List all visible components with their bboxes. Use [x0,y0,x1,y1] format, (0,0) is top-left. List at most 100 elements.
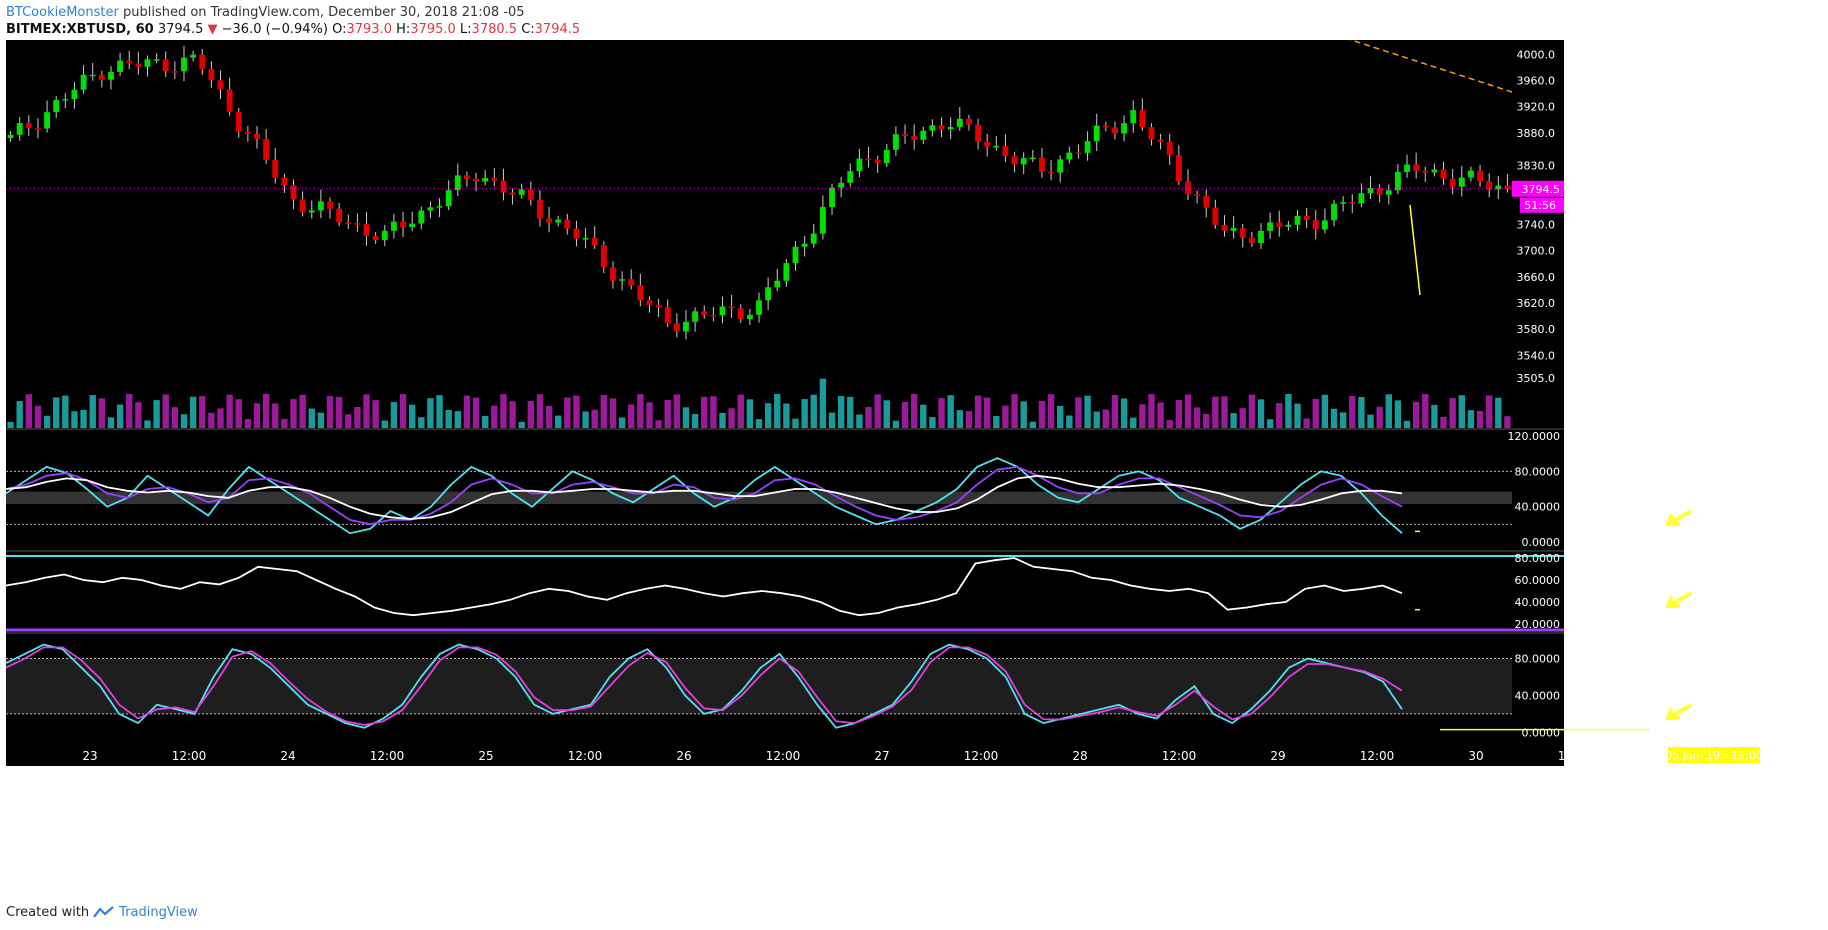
price-tick-label: 3920.0 [1517,101,1556,114]
candle-body [1066,152,1073,160]
candle-body [1185,181,1191,195]
candle-body [1385,190,1392,195]
high-label: H: [396,22,411,37]
candle-body [692,311,699,322]
volume-bar [372,400,379,428]
volume-bar [1203,413,1210,428]
volume-bar [262,394,270,428]
candle-body [728,306,735,309]
volume-bar [290,399,297,428]
volume-bar [1349,395,1356,428]
candle-body [71,89,78,99]
candle-body [35,128,41,130]
volume-bar [1130,417,1137,428]
chart-canvas[interactable]: 4000.03960.03920.03880.03830.03790.03740… [0,40,1828,902]
strength-pane-tick-label: 80.0000 [1515,552,1561,565]
volume-bar [25,394,33,428]
volume-bar [1467,410,1475,428]
yellow-arrow-icon [1666,703,1692,720]
volume-bar [135,402,142,428]
volume-bar [1440,416,1447,428]
candle-body [792,246,799,264]
candle-body [62,98,69,101]
created-with-text: Created with [6,905,90,920]
high-value: 3795.0 [410,22,456,37]
candle-body [756,300,762,315]
volume-bar [326,396,334,428]
stoch-band [6,658,1512,714]
volume-bar [1020,401,1027,428]
candle-body [582,238,589,240]
price-tick-label: 3620.0 [1517,297,1556,310]
volume-bar [1394,400,1402,428]
author-link[interactable]: BTCookieMonster [6,5,119,20]
volume-bar [1047,394,1055,428]
volume-bar [399,394,407,428]
volume-bar [1166,420,1173,428]
volume-bar [189,396,197,428]
volume-bar [1367,414,1374,428]
candle-body [254,133,260,139]
volume-bar [1084,395,1091,428]
publish-line: BTCookieMonster published on TradingView… [6,4,580,21]
candle-body [1075,152,1082,155]
volume-bar [837,396,845,428]
candle-body [975,124,981,142]
candle-body [673,323,680,332]
volume-bar [208,412,215,428]
candle-body [537,199,543,219]
volume-bar [810,394,817,428]
candle-body [929,125,936,131]
volume-bar [16,401,23,428]
candle-body [89,74,96,77]
candle-body [1212,207,1219,225]
price-tick-label: 3580.0 [1517,323,1556,336]
volume-bar [427,398,434,428]
volume-bar [901,402,909,428]
volume-bar [965,411,973,428]
candle-body [272,159,279,178]
candle-body [190,54,197,58]
strength-pane-tick-label: 60.0000 [1515,574,1561,587]
volume-bar [34,405,42,428]
oscillator-pane-tick-label: 40.0000 [1515,501,1561,514]
candle-body [1340,202,1347,204]
volume-bar [1458,395,1465,428]
candle-body [1422,170,1429,173]
volume-bar [655,420,662,428]
volume-bar [737,394,744,428]
volume-bar [491,405,498,428]
candle-body [427,207,434,211]
price-tick-label: 3540.0 [1517,349,1556,362]
candle-body [263,138,270,160]
volume-bar [1276,403,1283,428]
oscillator-pane-tick-label: 80.0000 [1515,465,1561,478]
volume-bar [180,414,188,428]
time-tick-label: 23 [82,749,97,763]
volume-bar [1449,398,1456,428]
volume-bar [345,414,352,428]
volume-bar [518,421,525,428]
volume-bar [126,394,133,428]
time-tick-label: 27 [874,749,889,763]
tradingview-link[interactable]: TradingView [119,905,198,920]
countdown-tag [1520,197,1564,213]
candle-body [1449,178,1456,187]
candle-body [336,208,343,223]
volume-bar [1148,394,1155,428]
candle-body [1230,227,1237,231]
volume-bar [1422,394,1429,428]
candle-body [911,136,918,140]
candle-body [144,59,151,67]
volume-bar [646,402,653,428]
candle-body [1486,181,1493,190]
volume-bar [910,394,918,428]
volume-bar [719,412,726,428]
volume-bar [828,412,836,428]
candle-body [354,223,361,225]
candle-body [1221,224,1228,231]
volume-bar [418,417,425,428]
candle-body [737,308,744,320]
footer: Created with TradingView [6,905,198,920]
candle-body [327,201,333,209]
